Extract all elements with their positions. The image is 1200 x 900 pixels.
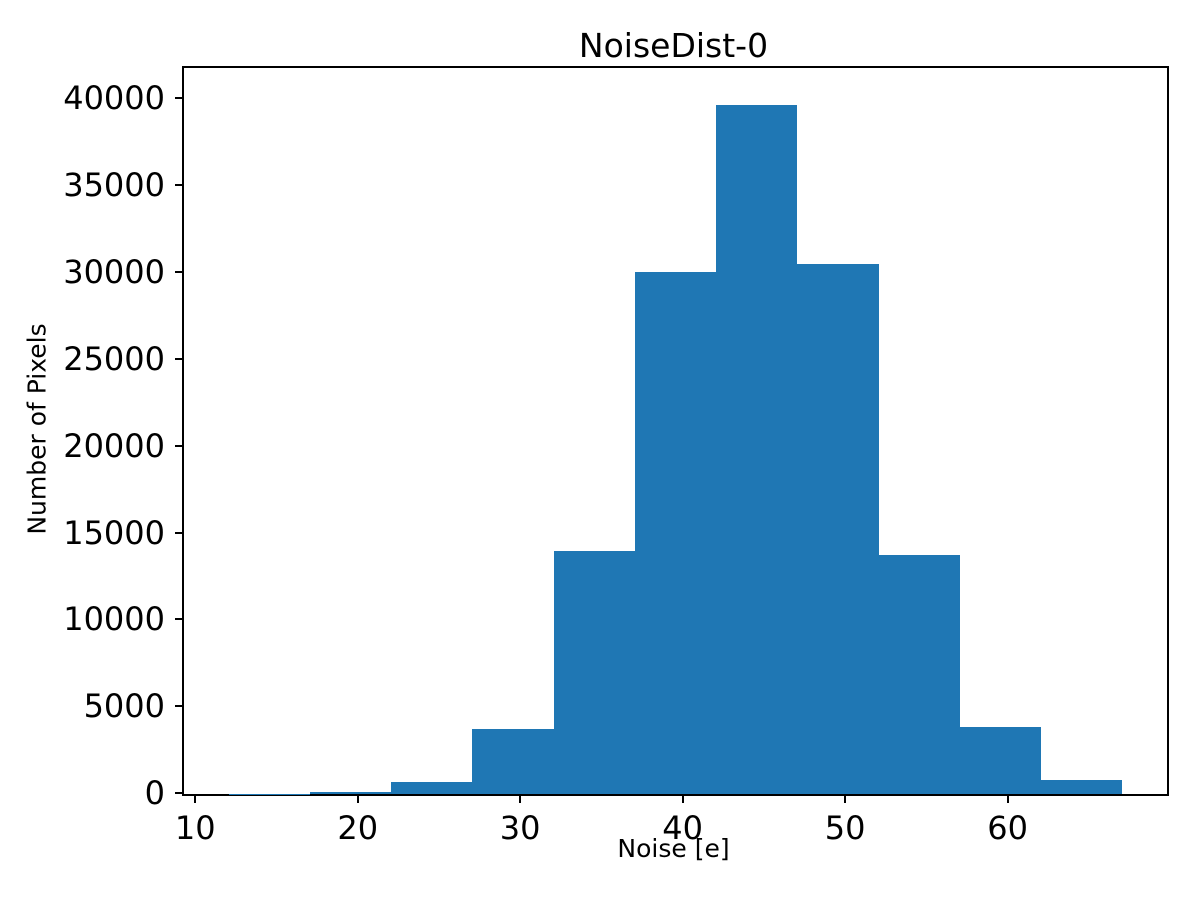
histogram-bar [634,272,717,794]
y-tick-mark [175,97,182,100]
histogram-bar [959,727,1041,794]
x-tick-label: 50 [824,809,866,847]
y-tick-mark [175,618,182,621]
x-tick-mark [1006,796,1009,803]
histogram-bar [553,551,635,794]
y-tick-label: 15000 [63,513,165,552]
histogram-bar [878,554,960,794]
histogram-bar [309,792,392,794]
x-tick-mark [681,796,684,803]
x-tick-mark [519,796,522,803]
x-axis-label: Noise [e] [617,834,730,863]
y-tick-mark [175,270,182,273]
y-tick-mark [175,444,182,447]
y-tick-label: 35000 [63,166,165,205]
histogram-bar [1041,779,1123,794]
histogram-bar [472,728,554,794]
x-tick-mark [194,796,197,803]
x-tick-label: 10 [174,809,216,847]
histogram-bar [391,782,473,794]
histogram-bar [797,264,879,794]
x-tick-label: 20 [337,809,379,847]
y-tick-label: 30000 [63,252,165,291]
y-tick-label: 0 [144,774,165,812]
y-tick-mark [175,705,182,708]
plot-area [182,66,1169,796]
histogram-bar [228,793,310,794]
y-tick-label: 20000 [63,426,165,465]
y-tick-mark [175,357,182,360]
x-tick-label: 30 [499,809,541,847]
y-tick-label: 40000 [63,79,165,118]
y-tick-mark [175,184,182,187]
y-tick-mark [175,531,182,534]
y-tick-label: 10000 [63,600,165,639]
x-tick-label: 40 [662,809,703,847]
y-tick-label: 5000 [83,687,165,726]
y-tick-label: 25000 [63,339,165,378]
x-tick-label: 60 [987,809,1028,847]
chart-title: NoiseDist-0 [578,26,769,65]
y-axis-label: Number of Pixels [22,323,52,535]
histogram-bar [716,105,798,794]
y-tick-mark [175,792,182,794]
x-tick-mark [844,796,847,803]
x-tick-mark [356,796,359,803]
